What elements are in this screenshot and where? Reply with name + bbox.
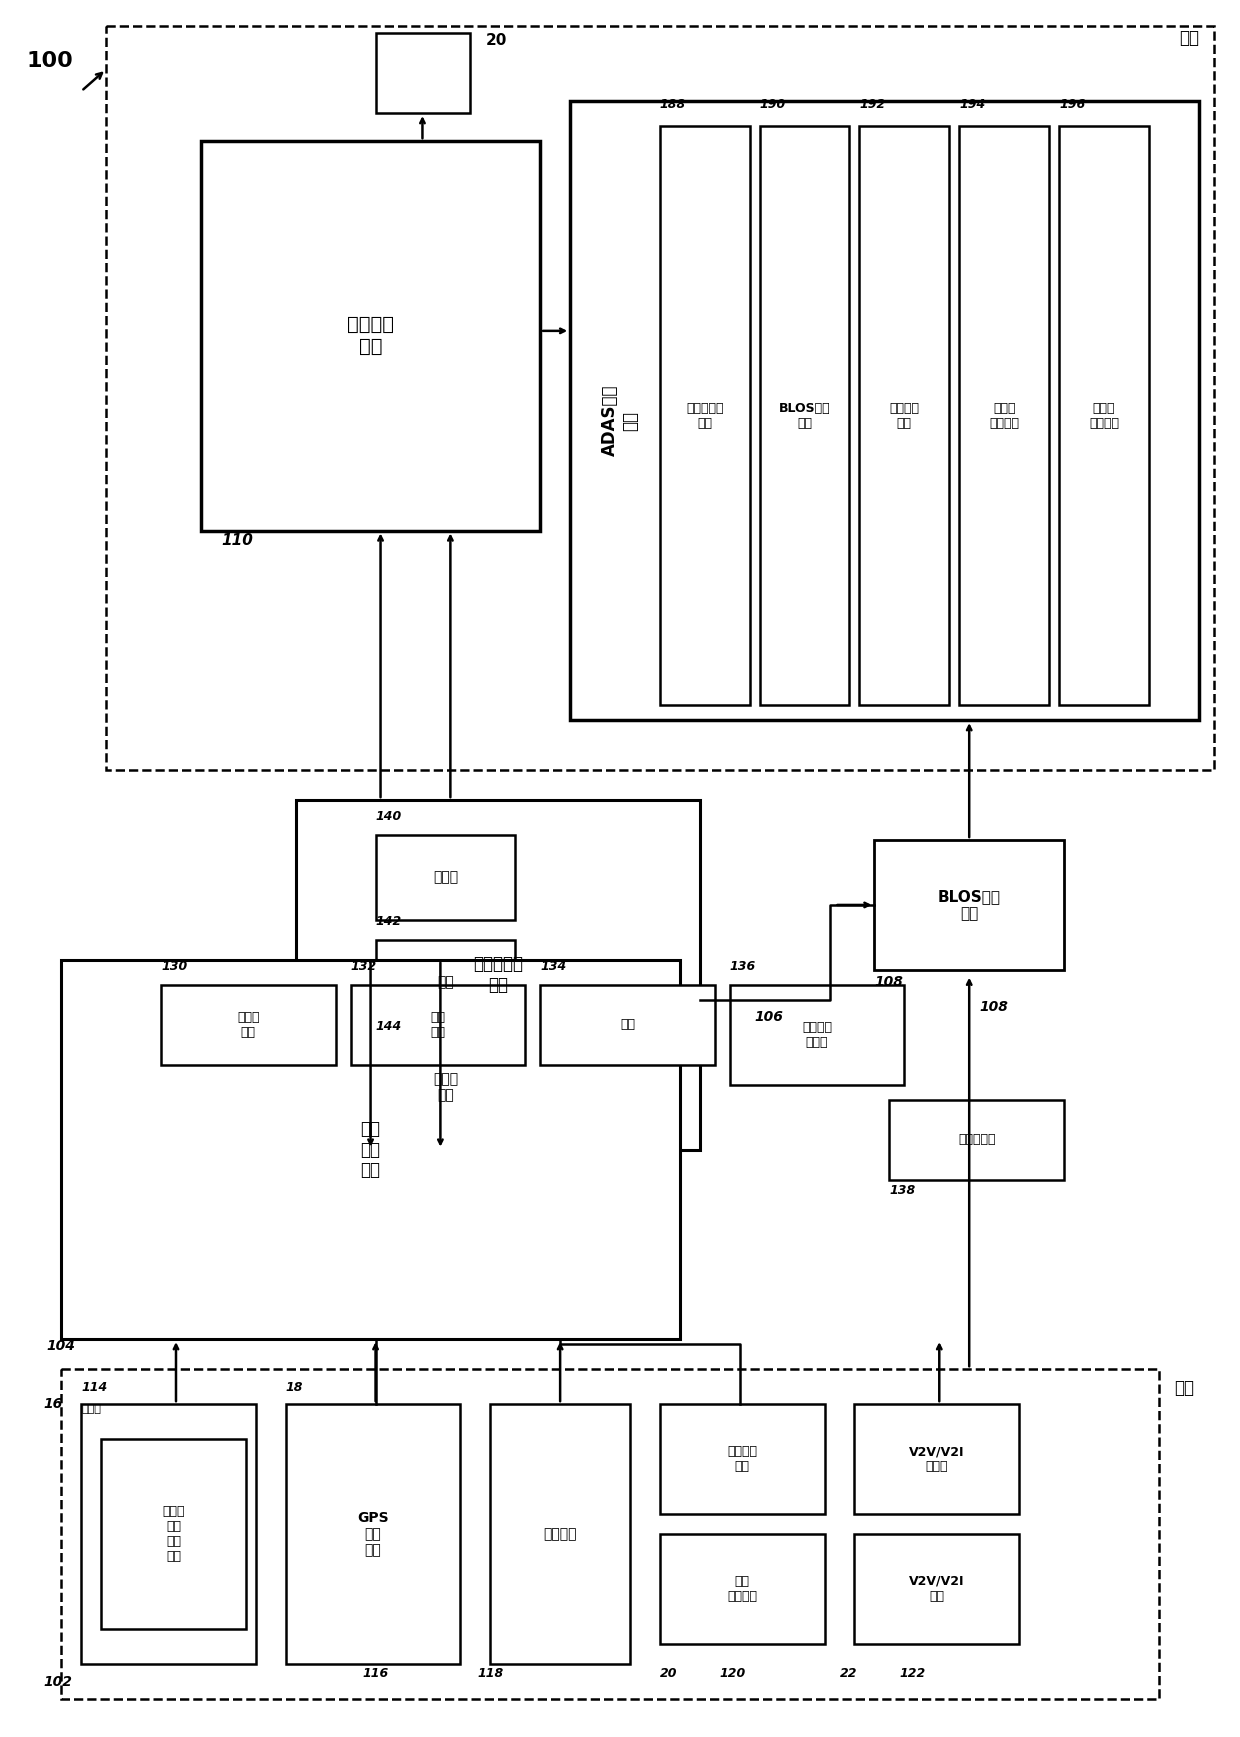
Text: 196: 196	[1059, 99, 1085, 111]
Text: 136: 136	[730, 961, 756, 973]
Text: 118: 118	[477, 1668, 503, 1680]
Text: 20: 20	[485, 33, 507, 49]
Bar	[201, 141, 541, 530]
Bar	[376, 1044, 516, 1129]
Text: ADAS功能
模块: ADAS功能 模块	[600, 386, 640, 457]
Text: 置信度
评估: 置信度 评估	[433, 1072, 458, 1103]
Bar	[285, 1403, 460, 1664]
Text: 116: 116	[362, 1668, 388, 1680]
Text: BLOS感知
模块: BLOS感知 模块	[937, 889, 1001, 921]
Text: 120: 120	[719, 1668, 746, 1680]
Text: 20: 20	[660, 1668, 677, 1680]
Text: 数字地图: 数字地图	[543, 1527, 577, 1541]
Bar	[760, 127, 849, 705]
Text: BLOS危险
警报: BLOS危险 警报	[779, 401, 831, 429]
Text: 输出: 输出	[1179, 30, 1199, 47]
Text: 近环境碰撞
警告: 近环境碰撞 警告	[686, 401, 724, 429]
Text: 132: 132	[351, 961, 377, 973]
Text: 104: 104	[46, 1339, 76, 1353]
Text: V2V/V2I
数据: V2V/V2I 数据	[909, 1575, 965, 1603]
Bar	[81, 1403, 255, 1664]
Text: 信息聚合
模块: 信息聚合 模块	[347, 316, 394, 356]
Text: 22: 22	[839, 1668, 857, 1680]
Bar	[660, 1534, 825, 1643]
Bar	[161, 985, 336, 1065]
Bar	[889, 1100, 1064, 1179]
Text: 传感器
物体
检测
数据: 传感器 物体 检测 数据	[162, 1504, 185, 1563]
Bar	[490, 1403, 630, 1664]
Text: 时间延迟
观测器: 时间延迟 观测器	[802, 1021, 832, 1049]
Bar	[541, 985, 714, 1065]
Text: 134: 134	[541, 961, 567, 973]
Text: 130: 130	[161, 961, 187, 973]
Bar	[960, 127, 1049, 705]
Bar	[376, 940, 516, 1025]
Text: 114: 114	[81, 1381, 108, 1395]
Text: 异步
同步: 异步 同步	[430, 1011, 445, 1039]
Text: 142: 142	[376, 915, 402, 928]
Text: 18: 18	[285, 1381, 304, 1395]
Text: 车辆控制
模块: 车辆控制 模块	[727, 1445, 758, 1473]
Bar	[107, 26, 1214, 769]
Text: 数字地图
更新: 数字地图 更新	[889, 401, 919, 429]
Bar	[102, 1438, 246, 1629]
Text: 信号
处理
模块: 信号 处理 模块	[361, 1120, 381, 1179]
Bar	[874, 841, 1064, 969]
Text: 108: 108	[874, 974, 903, 988]
Text: 车辆
运行数据: 车辆 运行数据	[727, 1575, 758, 1603]
Bar	[351, 985, 526, 1065]
Bar	[376, 835, 516, 921]
Bar	[854, 1534, 1019, 1643]
Bar	[376, 33, 470, 113]
Text: 连接的
巡航控制: 连接的 巡航控制	[1089, 401, 1118, 429]
Text: 初始化: 初始化	[433, 870, 458, 884]
Text: 传感器: 传感器	[81, 1403, 102, 1414]
Text: 传感器融合
模块: 传感器融合 模块	[472, 955, 523, 994]
Text: 校准: 校准	[620, 1018, 635, 1032]
Bar	[61, 961, 680, 1339]
Text: 100: 100	[26, 52, 73, 71]
Bar	[570, 101, 1199, 721]
Text: 140: 140	[376, 809, 402, 823]
Bar	[1059, 127, 1148, 705]
Text: 110: 110	[221, 533, 253, 547]
Bar	[61, 1369, 1159, 1699]
Text: 106: 106	[755, 1009, 784, 1023]
Bar	[660, 127, 750, 705]
Text: 190: 190	[760, 99, 786, 111]
Text: 输入: 输入	[1174, 1379, 1194, 1397]
Text: 合理性
检查: 合理性 检查	[237, 1011, 259, 1039]
Text: 车道级
路线选择: 车道级 路线选择	[990, 401, 1019, 429]
Text: 194: 194	[960, 99, 986, 111]
Text: 更新: 更新	[436, 974, 454, 990]
Bar	[660, 1403, 825, 1515]
Text: 16: 16	[43, 1397, 62, 1410]
Bar	[859, 127, 950, 705]
Text: 122: 122	[899, 1668, 925, 1680]
Text: GPS
定位
数据: GPS 定位 数据	[357, 1511, 389, 1556]
Text: 138: 138	[889, 1185, 915, 1197]
Text: 108: 108	[980, 1001, 1008, 1014]
Text: 102: 102	[43, 1674, 72, 1688]
Text: 144: 144	[376, 1020, 402, 1034]
Bar	[854, 1403, 1019, 1515]
Text: 192: 192	[859, 99, 885, 111]
Text: V2V/V2I
接收器: V2V/V2I 接收器	[909, 1445, 965, 1473]
Text: 噪声滤波器: 噪声滤波器	[959, 1133, 996, 1146]
Bar	[295, 801, 699, 1150]
Text: 188: 188	[660, 99, 686, 111]
Bar	[730, 985, 904, 1084]
